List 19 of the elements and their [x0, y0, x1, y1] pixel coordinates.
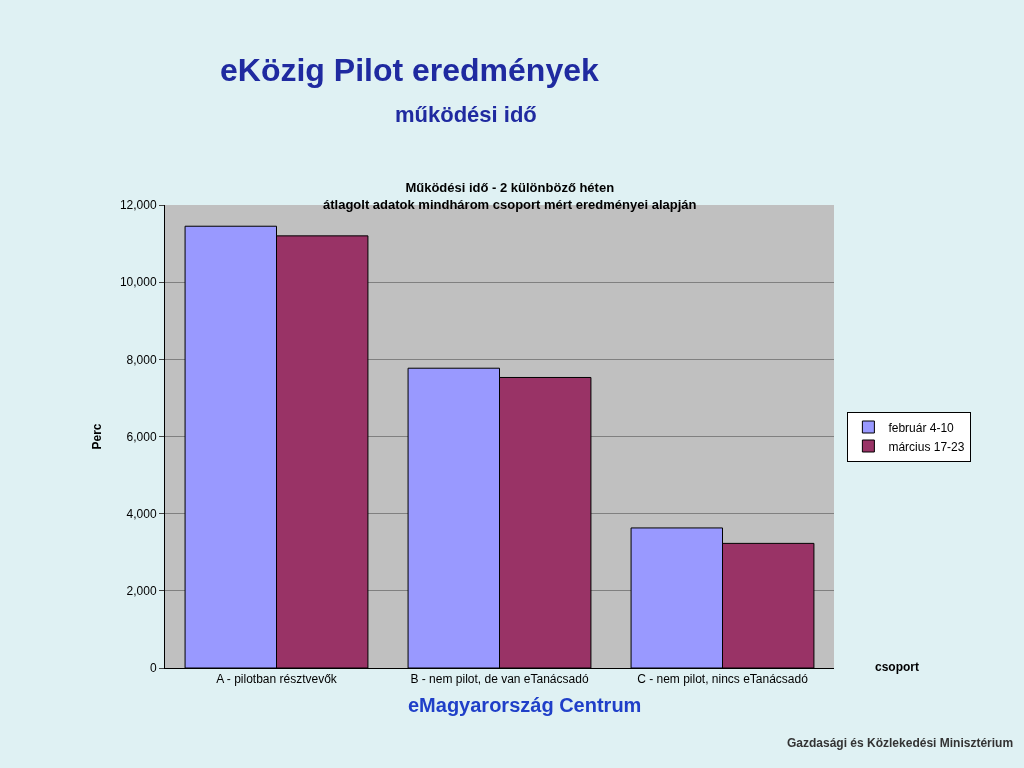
y-tick-label: 6,000: [126, 429, 157, 444]
x-axis-title: csoport: [875, 660, 920, 674]
y-tick-label: 0: [149, 661, 157, 676]
chart-title: eKözig Pilot eredmények: [220, 52, 599, 88]
y-tick-label: 8,000: [126, 352, 157, 367]
x-tick-label: C - nem pilot, nincs eTanácsadó: [637, 672, 809, 687]
y-axis-title: Perc: [90, 423, 105, 450]
y-tick-label: 10,000: [119, 275, 157, 290]
x-tick-label: B - nem pilot, de van eTanácsadó: [410, 672, 589, 687]
text: eMagyarország Centrum: [408, 694, 642, 716]
legend-label: március 17-23: [888, 439, 965, 454]
legend-label: február 4-10: [888, 420, 955, 435]
x-tick-label: A - pilotban résztvevők: [216, 672, 338, 687]
y-tick-label: 2,000: [126, 584, 157, 599]
y-tick-label: 4,000: [126, 506, 157, 521]
y-tick-label: 12,000: [119, 198, 157, 213]
chart-subtitle: működési idő: [395, 102, 537, 127]
annotation: Működési idő - 2 különböző héten átlagolt adatok mindhárom csoport mért eredményei alapján: [323, 180, 697, 212]
text: Gazdasági és Közlekedési Minisztérium: [787, 736, 1014, 750]
